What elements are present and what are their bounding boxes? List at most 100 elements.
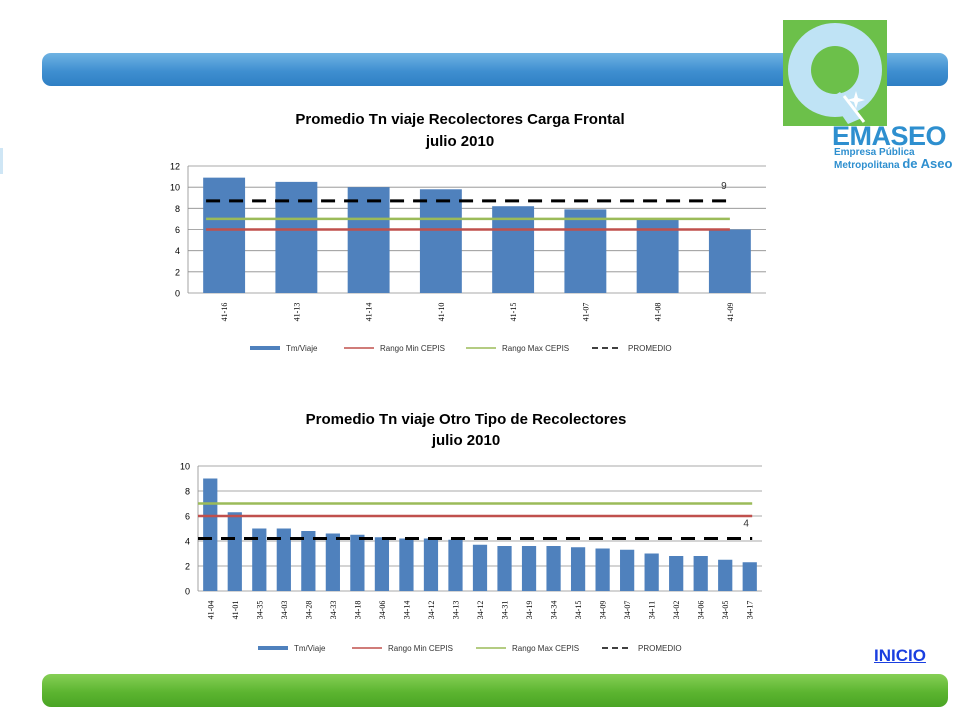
chart-subtitle: julio 2010 bbox=[425, 133, 494, 150]
x-tick-label: 41-15 bbox=[509, 303, 518, 322]
x-tick-label: 34-09 bbox=[599, 601, 608, 620]
bar bbox=[620, 549, 635, 591]
x-tick-label: 34-12 bbox=[476, 601, 485, 620]
bar bbox=[399, 538, 414, 591]
bar bbox=[419, 189, 462, 293]
edge-accent bbox=[0, 148, 3, 174]
legend-label: Rango Max CEPIS bbox=[502, 344, 569, 353]
y-tick-label: 8 bbox=[175, 204, 180, 214]
bar bbox=[301, 531, 316, 591]
y-tick-label: 12 bbox=[170, 162, 180, 172]
bar bbox=[492, 206, 535, 293]
x-tick-label: 41-13 bbox=[292, 303, 301, 322]
y-tick-label: 4 bbox=[185, 537, 190, 547]
x-tick-label: 34-31 bbox=[501, 601, 510, 620]
legend-label: Tm/Viaje bbox=[294, 644, 326, 653]
x-tick-label: 34-18 bbox=[353, 601, 362, 620]
y-tick-label: 2 bbox=[185, 562, 190, 572]
legend-swatch bbox=[250, 346, 280, 350]
x-tick-label: 34-05 bbox=[721, 601, 730, 620]
bar bbox=[350, 534, 365, 591]
legend-label: PROMEDIO bbox=[628, 344, 672, 353]
brand-tagline-1: Empresa Pública bbox=[834, 147, 915, 158]
bar bbox=[203, 478, 218, 591]
x-tick-label: 34-15 bbox=[574, 601, 583, 620]
brand-tagline-2: Metropolitana de Aseo bbox=[834, 156, 953, 172]
chart-1: Promedio Tn viaje Recolectores Carga Fro… bbox=[170, 111, 766, 353]
bar bbox=[570, 547, 586, 591]
brand-tagline-2a: Metropolitana bbox=[834, 160, 903, 171]
chart-title: Promedio Tn viaje Otro Tipo de Recolecto… bbox=[306, 411, 627, 428]
chart-title: Promedio Tn viaje Recolectores Carga Fro… bbox=[295, 111, 624, 128]
inicio-link[interactable]: INICIO bbox=[874, 646, 926, 665]
x-tick-label: 34-14 bbox=[402, 601, 411, 620]
bar bbox=[423, 538, 439, 591]
bar bbox=[227, 512, 242, 591]
bar bbox=[374, 537, 390, 591]
x-tick-label: 34-11 bbox=[648, 601, 657, 619]
y-tick-label: 8 bbox=[185, 487, 190, 497]
x-tick-label: 34-06 bbox=[378, 601, 387, 620]
bar bbox=[325, 533, 340, 591]
bar bbox=[669, 556, 684, 591]
x-tick-label: 34-33 bbox=[329, 601, 338, 620]
brand-name: EMASEO bbox=[832, 121, 947, 151]
x-tick-label: 34-17 bbox=[746, 601, 755, 620]
x-tick-label: 41-04 bbox=[206, 601, 215, 620]
bar bbox=[708, 229, 751, 293]
bar bbox=[595, 548, 610, 591]
y-tick-label: 6 bbox=[175, 225, 180, 235]
y-tick-label: 2 bbox=[175, 267, 180, 277]
bar bbox=[564, 209, 607, 293]
x-tick-label: 41-01 bbox=[231, 601, 240, 620]
data-label: 4 bbox=[743, 519, 749, 530]
bar bbox=[252, 528, 267, 591]
bar bbox=[718, 559, 733, 591]
x-tick-label: 34-02 bbox=[672, 601, 681, 620]
emaseo-logo-icon bbox=[783, 20, 887, 126]
bar bbox=[472, 544, 488, 591]
bar bbox=[347, 187, 390, 293]
legend-label: Rango Min CEPIS bbox=[388, 644, 453, 653]
legend-label: Rango Max CEPIS bbox=[512, 644, 579, 653]
y-tick-label: 0 bbox=[175, 289, 180, 299]
x-tick-label: 41-09 bbox=[726, 303, 735, 322]
y-tick-label: 6 bbox=[185, 512, 190, 522]
data-label: 9 bbox=[721, 181, 727, 192]
x-tick-label: 34-07 bbox=[623, 601, 632, 620]
x-tick-label: 34-35 bbox=[255, 601, 264, 620]
bar bbox=[203, 177, 246, 293]
bar bbox=[644, 553, 659, 591]
x-tick-label: 41-14 bbox=[365, 303, 374, 322]
legend-swatch bbox=[258, 646, 288, 650]
x-tick-label: 41-07 bbox=[581, 303, 590, 322]
x-tick-label: 41-10 bbox=[437, 303, 446, 322]
x-tick-label: 34-06 bbox=[697, 601, 706, 620]
x-tick-label: 34-12 bbox=[427, 601, 436, 620]
y-tick-label: 10 bbox=[170, 183, 180, 193]
bottom-banner bbox=[42, 674, 948, 707]
bar bbox=[448, 539, 463, 591]
bar bbox=[521, 546, 537, 591]
bar bbox=[742, 562, 757, 591]
y-tick-label: 0 bbox=[185, 587, 190, 597]
legend-label: Tm/Viaje bbox=[286, 344, 318, 353]
bar bbox=[546, 546, 561, 591]
brand-tagline-2b: de Aseo bbox=[902, 156, 953, 171]
x-tick-label: 41-16 bbox=[220, 303, 229, 322]
bar bbox=[276, 528, 291, 591]
x-tick-label: 34-03 bbox=[280, 601, 289, 620]
legend-label: Rango Min CEPIS bbox=[380, 344, 445, 353]
bar bbox=[636, 219, 679, 293]
bar bbox=[693, 556, 708, 591]
x-tick-label: 34-34 bbox=[550, 601, 559, 620]
y-tick-label: 4 bbox=[175, 246, 180, 256]
y-tick-label: 10 bbox=[180, 462, 190, 472]
legend-label: PROMEDIO bbox=[638, 644, 682, 653]
bar bbox=[275, 181, 318, 293]
x-tick-label: 34-28 bbox=[304, 601, 313, 620]
chart-subtitle: julio 2010 bbox=[431, 432, 500, 449]
x-tick-label: 34-13 bbox=[451, 601, 460, 620]
chart-2: Promedio Tn viaje Otro Tipo de Recolecto… bbox=[180, 411, 762, 653]
